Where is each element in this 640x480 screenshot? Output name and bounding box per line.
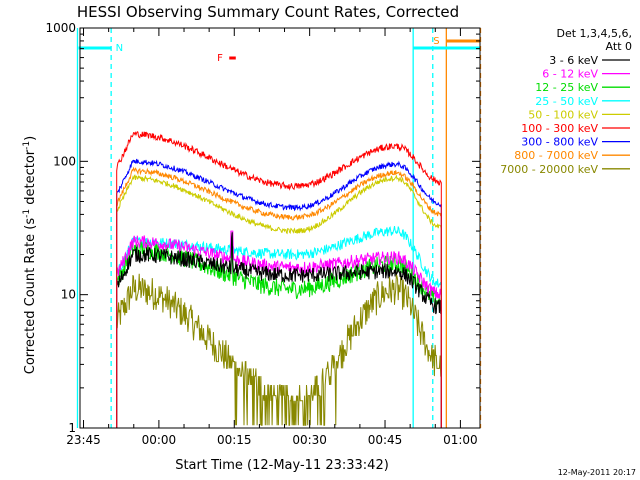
- legend-entry: 800 - 7000 keV: [514, 149, 598, 162]
- chart-title: HESSI Observing Summary Count Rates, Cor…: [77, 3, 459, 21]
- series-line: [116, 174, 442, 428]
- y-axis-label: Corrected Count Rate (s-1 detector-1): [22, 136, 38, 374]
- legend-entry: 100 - 300 keV: [521, 122, 598, 135]
- flare-label: F: [217, 53, 223, 64]
- x-tick-label: 00:00: [142, 433, 177, 447]
- night-label: N: [116, 43, 123, 54]
- y-tick-label: 1000: [45, 21, 76, 35]
- x-axis-label: Start Time (12-May-11 23:33:42): [175, 458, 389, 473]
- legend-entry: 3 - 6 keV: [549, 54, 598, 67]
- series-line: [116, 158, 442, 428]
- legend-entry: 7000 - 20000 keV: [500, 163, 598, 176]
- x-tick-label: 00:45: [368, 433, 403, 447]
- x-tick-label: 01:00: [443, 433, 478, 447]
- y-tick-label: 100: [53, 154, 76, 168]
- x-tick-label: 23:45: [66, 433, 101, 447]
- x-tick-label: 00:30: [292, 433, 327, 447]
- legend-entry: 6 - 12 keV: [542, 68, 598, 81]
- series-line: [116, 131, 442, 428]
- y-tick-label: 10: [61, 288, 76, 302]
- series-line: [116, 232, 442, 428]
- x-tick-label: 00:15: [217, 433, 252, 447]
- legend-title-2: Att 0: [606, 40, 632, 53]
- legend-entry: 12 - 25 keV: [535, 81, 598, 94]
- y-tick-label: 1: [68, 421, 76, 435]
- series-line: [116, 166, 442, 428]
- series-line: [116, 273, 442, 428]
- footer-date: 12-May-2011 20:17: [558, 468, 636, 477]
- legend-entry: 300 - 800 keV: [521, 136, 598, 149]
- saa-label: S: [433, 36, 439, 47]
- legend-entry: 25 - 50 keV: [535, 95, 598, 108]
- plot-frame: [79, 27, 481, 429]
- legend-entry: 50 - 100 keV: [528, 108, 598, 121]
- plot-area: N S F: [76, 28, 482, 428]
- legend-title-1: Det 1,3,4,5,6,: [556, 27, 632, 40]
- axes: 1 10 100 1000 23:45 00:00 00:15 00:30 00:45 01:00: [45, 21, 481, 447]
